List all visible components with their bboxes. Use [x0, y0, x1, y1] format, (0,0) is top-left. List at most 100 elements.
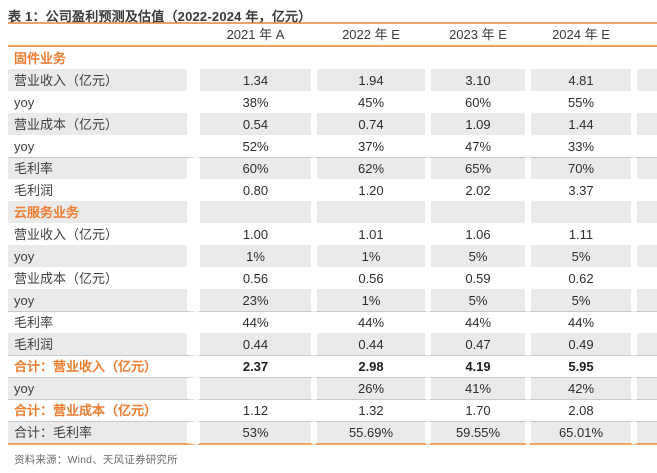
value-cell: 2.08: [528, 399, 634, 421]
filler-cell: [634, 421, 657, 445]
value-cell: 3.37: [528, 179, 634, 201]
value-cell: [428, 47, 528, 69]
value-cell: 59.55%: [428, 421, 528, 445]
value-cell: 5%: [528, 245, 634, 267]
value-cell: 1.09: [428, 113, 528, 135]
header-row: 2021 年 A 2022 年 E 2023 年 E 2024 年 E: [8, 22, 657, 47]
value-cell: 65%: [428, 157, 528, 179]
row-label-cell: 营业成本（亿元）: [8, 113, 197, 135]
value-cell: 45%: [314, 91, 428, 113]
filler-cell: [634, 355, 657, 377]
value-cell: 1.01: [314, 223, 428, 245]
filler-cell: [634, 245, 657, 267]
value-cell: [528, 47, 634, 69]
table-row: 合计：营业成本（亿元） 1.12 1.32 1.70 2.08: [8, 399, 657, 421]
table-row: 毛利润 0.80 1.20 2.02 3.37: [8, 179, 657, 201]
row-label-cell: 营业收入（亿元）: [8, 69, 197, 91]
column-header-2023: 2023 年 E: [428, 22, 528, 47]
value-cell: 62%: [314, 157, 428, 179]
value-cell: 0.56: [314, 267, 428, 289]
value-cell: 5%: [528, 289, 634, 311]
value-cell: 5.95: [528, 355, 634, 377]
value-cell: 37%: [314, 135, 428, 157]
filler-cell: [634, 311, 657, 333]
table-row: 毛利率 60% 62% 65% 70%: [8, 157, 657, 179]
filler-cell: [634, 267, 657, 289]
table-row: yoy 26% 41% 42%: [8, 377, 657, 399]
value-cell: 1%: [314, 245, 428, 267]
value-cell: 5%: [428, 289, 528, 311]
row-label-cell: 毛利率: [8, 311, 197, 333]
table-row: 营业收入（亿元） 1.34 1.94 3.10 4.81: [8, 69, 657, 91]
value-cell: 0.59: [428, 267, 528, 289]
table-body: 固件业务 营业收入（亿元） 1.34 1.94 3.10 4.81 yoy 38% 45% 60%…: [8, 47, 657, 445]
filler-cell: [634, 91, 657, 113]
value-cell: 1.70: [428, 399, 528, 421]
table-row: yoy 23% 1% 5% 5%: [8, 289, 657, 311]
row-label-cell: 合计：毛利率: [8, 421, 197, 445]
value-cell: 2.37: [197, 355, 314, 377]
table-row: yoy 38% 45% 60% 55%: [8, 91, 657, 113]
value-cell: 0.62: [528, 267, 634, 289]
value-cell: 55.69%: [314, 421, 428, 445]
value-cell: [197, 47, 314, 69]
filler-cell: [634, 399, 657, 421]
row-label-cell: 毛利率: [8, 157, 197, 179]
column-header-2022: 2022 年 E: [314, 22, 428, 47]
value-cell: 4.81: [528, 69, 634, 91]
value-cell: 1.20: [314, 179, 428, 201]
value-cell: 1.06: [428, 223, 528, 245]
column-header-filler: [634, 22, 657, 47]
value-cell: 38%: [197, 91, 314, 113]
filler-cell: [634, 333, 657, 355]
filler-cell: [634, 157, 657, 179]
table-row: 毛利率 44% 44% 44% 44%: [8, 311, 657, 333]
value-cell: 0.49: [528, 333, 634, 355]
filler-cell: [634, 201, 657, 223]
row-label-cell: 营业成本（亿元）: [8, 267, 197, 289]
value-cell: 2.98: [314, 355, 428, 377]
value-cell: 33%: [528, 135, 634, 157]
column-header-2021: 2021 年 A: [197, 22, 314, 47]
table-row: yoy 52% 37% 47% 33%: [8, 135, 657, 157]
value-cell: 0.44: [314, 333, 428, 355]
value-cell: 44%: [428, 311, 528, 333]
value-cell: 44%: [314, 311, 428, 333]
table-row: yoy 1% 1% 5% 5%: [8, 245, 657, 267]
value-cell: 41%: [428, 377, 528, 399]
value-cell: 23%: [197, 289, 314, 311]
value-cell: 1%: [314, 289, 428, 311]
value-cell: 0.74: [314, 113, 428, 135]
row-label-cell: 云服务业务: [8, 201, 197, 223]
value-cell: 0.47: [428, 333, 528, 355]
value-cell: [197, 377, 314, 399]
filler-cell: [634, 47, 657, 69]
value-cell: 47%: [428, 135, 528, 157]
row-label-cell: 营业收入（亿元）: [8, 223, 197, 245]
value-cell: 44%: [528, 311, 634, 333]
row-label-cell: yoy: [8, 91, 197, 113]
row-label-cell: 合计：营业成本（亿元）: [8, 399, 197, 421]
table-title: 表 1：公司盈利预测及估值（2022-2024 年，亿元）: [8, 9, 312, 24]
row-label-cell: yoy: [8, 245, 197, 267]
value-cell: [197, 201, 314, 223]
row-label-cell: 固件业务: [8, 47, 197, 69]
value-cell: [314, 201, 428, 223]
forecast-table: 2021 年 A 2022 年 E 2023 年 E 2024 年 E 固件业务…: [8, 22, 657, 445]
filler-cell: [634, 377, 657, 399]
value-cell: [314, 47, 428, 69]
filler-cell: [634, 113, 657, 135]
filler-cell: [634, 289, 657, 311]
filler-cell: [634, 69, 657, 91]
column-header-2024: 2024 年 E: [528, 22, 634, 47]
value-cell: 3.10: [428, 69, 528, 91]
value-cell: 1.44: [528, 113, 634, 135]
table-row: 营业收入（亿元） 1.00 1.01 1.06 1.11: [8, 223, 657, 245]
value-cell: 26%: [314, 377, 428, 399]
value-cell: 65.01%: [528, 421, 634, 445]
row-label-cell: yoy: [8, 377, 197, 399]
value-cell: 0.54: [197, 113, 314, 135]
row-label-cell: 合计：营业收入（亿元）: [8, 355, 197, 377]
value-cell: 1.94: [314, 69, 428, 91]
